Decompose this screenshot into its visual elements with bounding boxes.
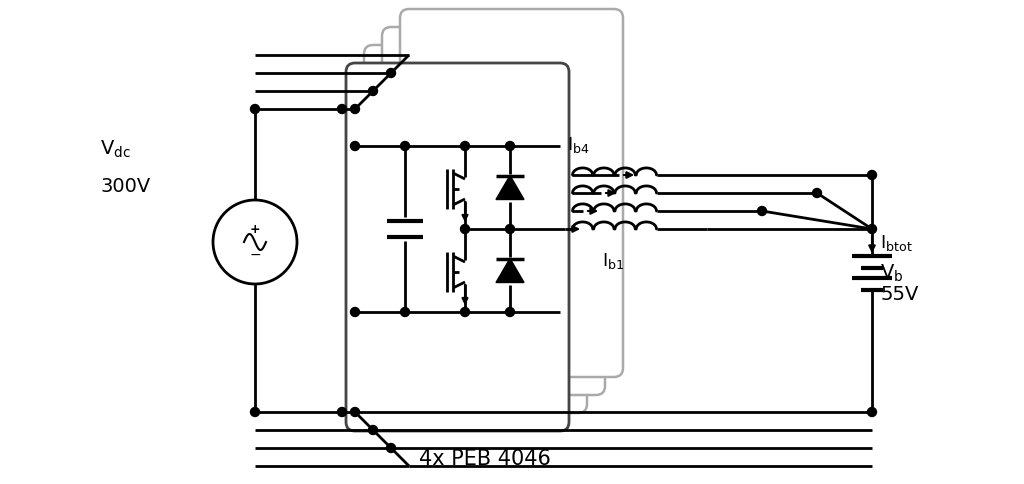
Circle shape	[867, 408, 877, 417]
Circle shape	[867, 170, 877, 180]
Circle shape	[386, 443, 395, 453]
Text: +: +	[250, 223, 260, 236]
FancyBboxPatch shape	[382, 27, 605, 395]
FancyBboxPatch shape	[400, 9, 623, 377]
Circle shape	[251, 105, 259, 114]
Text: 4x PEB 4046: 4x PEB 4046	[419, 449, 551, 469]
Circle shape	[350, 105, 359, 114]
Circle shape	[400, 307, 410, 317]
Polygon shape	[496, 258, 524, 283]
Text: V$_{\rm dc}$: V$_{\rm dc}$	[100, 138, 131, 160]
Circle shape	[812, 188, 821, 197]
Text: I$_{\rm b1}$: I$_{\rm b1}$	[602, 251, 625, 271]
Circle shape	[350, 307, 359, 317]
FancyBboxPatch shape	[346, 63, 569, 431]
Circle shape	[350, 141, 359, 151]
Circle shape	[338, 105, 346, 114]
Circle shape	[461, 141, 469, 151]
Text: V$_{\rm b}$: V$_{\rm b}$	[880, 262, 903, 284]
Polygon shape	[496, 176, 524, 199]
Circle shape	[506, 225, 514, 233]
Circle shape	[386, 69, 395, 77]
Circle shape	[251, 408, 259, 417]
Circle shape	[506, 141, 514, 151]
Circle shape	[867, 225, 877, 233]
Circle shape	[758, 207, 767, 215]
Circle shape	[506, 307, 514, 317]
Circle shape	[461, 307, 469, 317]
Text: 55V: 55V	[880, 285, 919, 303]
Circle shape	[400, 141, 410, 151]
Circle shape	[369, 425, 378, 435]
Circle shape	[338, 408, 346, 417]
Circle shape	[350, 408, 359, 417]
Text: 300V: 300V	[100, 177, 151, 196]
Text: I$_{\rm btot}$: I$_{\rm btot}$	[880, 233, 912, 253]
Circle shape	[369, 87, 378, 95]
Text: I$_{\rm b4}$: I$_{\rm b4}$	[567, 135, 590, 155]
Circle shape	[461, 225, 469, 233]
FancyBboxPatch shape	[364, 45, 587, 413]
Text: −: −	[249, 248, 261, 262]
